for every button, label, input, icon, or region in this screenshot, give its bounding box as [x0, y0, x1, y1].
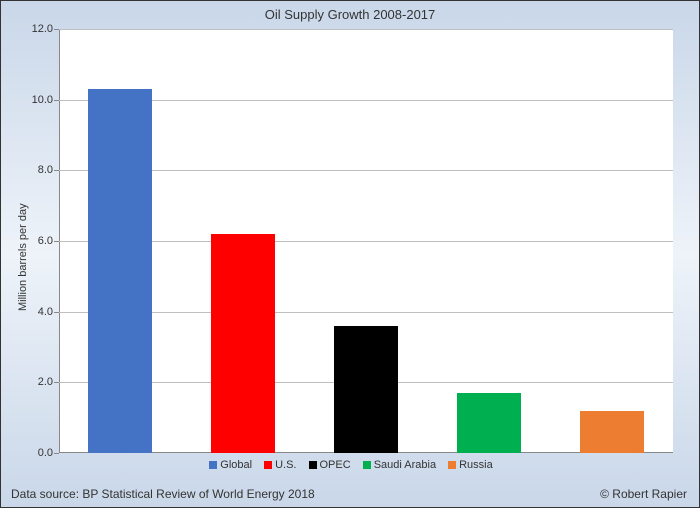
legend-item: Russia: [448, 459, 493, 471]
bar-russia: [580, 411, 644, 453]
legend-item: Saudi Arabia: [363, 459, 436, 471]
legend-swatch: [448, 461, 456, 469]
chart-frame: Oil Supply Growth 2008-2017 Million barr…: [0, 0, 700, 508]
ytick-mark: [54, 453, 59, 454]
ytick-mark: [54, 29, 59, 30]
legend-label: Global: [220, 459, 252, 471]
ytick-mark: [54, 241, 59, 242]
legend-swatch: [363, 461, 371, 469]
legend-swatch: [309, 461, 317, 469]
legend-label: Russia: [459, 459, 493, 471]
legend-swatch: [209, 461, 217, 469]
bar-opec: [334, 326, 398, 453]
data-source-text: Data source: BP Statistical Review of Wo…: [11, 487, 315, 501]
plot-area: 0.02.04.06.08.010.012.0: [59, 29, 673, 453]
ytick-mark: [54, 312, 59, 313]
legend: Global U.S. OPEC Saudi Arabia Russia: [1, 459, 700, 471]
credit-text: © Robert Rapier: [600, 487, 687, 501]
bar-saudi-arabia: [457, 393, 521, 453]
y-axis-label: Million barrels per day: [17, 203, 29, 311]
ytick-mark: [54, 382, 59, 383]
bar-u-s-: [211, 234, 275, 453]
ytick-mark: [54, 100, 59, 101]
legend-item: U.S.: [264, 459, 296, 471]
bar-global: [88, 89, 152, 453]
legend-swatch: [264, 461, 272, 469]
legend-label: Saudi Arabia: [374, 459, 436, 471]
legend-item: OPEC: [309, 459, 351, 471]
legend-label: U.S.: [275, 459, 296, 471]
legend-item: Global: [209, 459, 252, 471]
legend-label: OPEC: [320, 459, 351, 471]
chart-title: Oil Supply Growth 2008-2017: [1, 7, 699, 22]
ytick-mark: [54, 170, 59, 171]
gridline: [59, 29, 673, 30]
